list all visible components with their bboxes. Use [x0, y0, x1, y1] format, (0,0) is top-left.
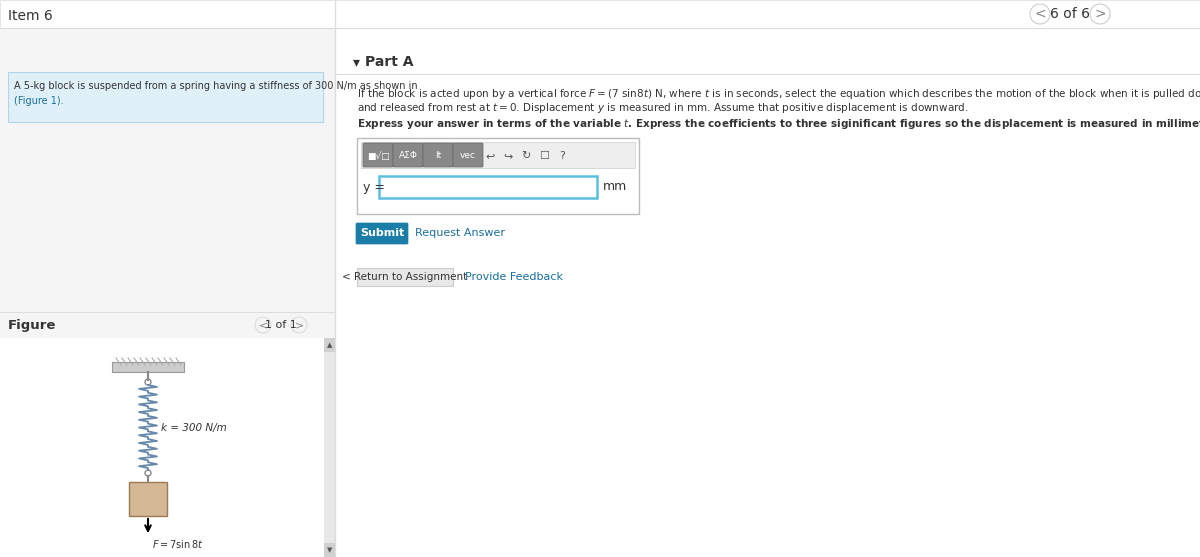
Text: mm: mm [604, 180, 628, 193]
FancyBboxPatch shape [335, 28, 1200, 557]
Text: Submit: Submit [360, 228, 404, 238]
FancyBboxPatch shape [8, 72, 323, 122]
Text: >: > [1094, 7, 1106, 21]
Text: 1 of 1: 1 of 1 [265, 320, 296, 330]
FancyBboxPatch shape [0, 0, 1200, 28]
Text: ?: ? [559, 151, 565, 161]
FancyBboxPatch shape [324, 543, 335, 557]
FancyBboxPatch shape [379, 176, 598, 198]
Text: ↻: ↻ [521, 151, 530, 161]
FancyBboxPatch shape [358, 138, 640, 214]
FancyBboxPatch shape [356, 223, 408, 244]
Text: $F = 7\sin 8t$: $F = 7\sin 8t$ [152, 538, 204, 550]
Text: ↩: ↩ [485, 151, 494, 161]
Text: <: < [1034, 7, 1046, 21]
FancyBboxPatch shape [361, 142, 635, 168]
Text: k = 300 N/m: k = 300 N/m [161, 423, 227, 432]
Text: <: < [258, 320, 268, 330]
FancyBboxPatch shape [424, 143, 454, 167]
FancyBboxPatch shape [112, 362, 184, 372]
Text: If the block is acted upon by a vertical force $F = (7\ \mathrm{sin}8t)$ N, wher: If the block is acted upon by a vertical… [358, 87, 1200, 101]
Text: ▲: ▲ [326, 342, 332, 348]
FancyBboxPatch shape [364, 143, 394, 167]
Text: vec: vec [460, 152, 476, 160]
Text: 6 of 6: 6 of 6 [1050, 7, 1090, 21]
FancyBboxPatch shape [324, 338, 335, 352]
Text: < Return to Assignment: < Return to Assignment [342, 272, 468, 282]
Text: Figure: Figure [8, 319, 56, 331]
FancyBboxPatch shape [0, 338, 335, 557]
Text: ΑΣΦ: ΑΣΦ [398, 152, 418, 160]
Text: ■√□: ■√□ [367, 152, 389, 160]
Text: Request Answer: Request Answer [415, 228, 505, 238]
Text: ▼: ▼ [326, 547, 332, 553]
Text: A 5-kg block is suspended from a spring having a stiffness of 300 N/m as shown i: A 5-kg block is suspended from a spring … [14, 81, 418, 91]
Text: ↪: ↪ [503, 151, 512, 161]
Text: It: It [434, 152, 442, 160]
FancyBboxPatch shape [130, 482, 167, 516]
Text: y =: y = [364, 182, 385, 194]
Text: (Figure 1).: (Figure 1). [14, 96, 64, 106]
FancyBboxPatch shape [358, 268, 454, 286]
FancyBboxPatch shape [324, 338, 335, 557]
Text: and released from rest at $t = 0$. Displacement $y$ is measured in mm. Assume th: and released from rest at $t = 0$. Displ… [358, 101, 968, 115]
Text: Item 6: Item 6 [8, 9, 53, 23]
Text: ▾: ▾ [353, 55, 360, 69]
Text: ☐: ☐ [539, 151, 550, 161]
FancyBboxPatch shape [394, 143, 424, 167]
FancyBboxPatch shape [454, 143, 482, 167]
Text: >: > [294, 320, 304, 330]
Text: Part A: Part A [365, 55, 414, 69]
Text: Provide Feedback: Provide Feedback [466, 272, 563, 282]
Text: Express your answer in terms of the variable $t$. Express the coefficients to th: Express your answer in terms of the vari… [358, 117, 1200, 131]
